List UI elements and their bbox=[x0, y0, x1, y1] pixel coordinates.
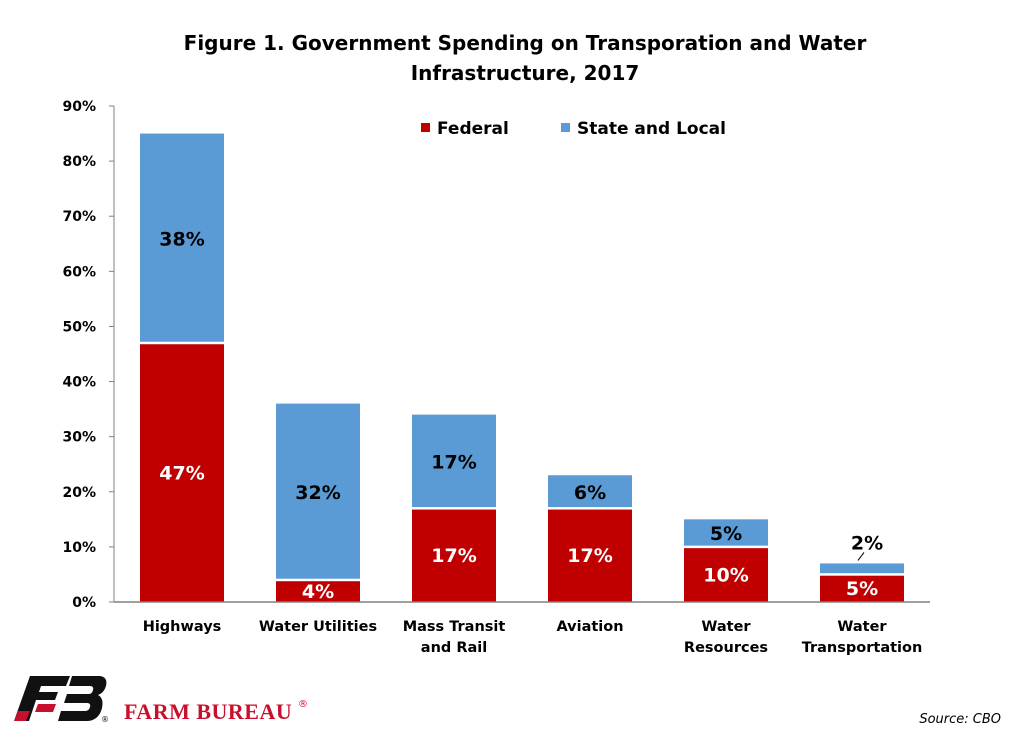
brand-registered-mark: ® bbox=[298, 699, 308, 710]
data-label-federal-water-utilities: 4% bbox=[302, 581, 334, 603]
x-tick-label: Mass Transit bbox=[403, 619, 506, 635]
y-tick-label: 10% bbox=[62, 540, 96, 556]
legend-label-state-and-local: State and Local bbox=[577, 119, 726, 139]
data-label-state-and-local-highways: 38% bbox=[159, 228, 204, 250]
data-label-state-and-local-water-utilities: 32% bbox=[295, 482, 340, 504]
y-tick-label: 0% bbox=[72, 595, 96, 611]
legend-swatch-federal bbox=[421, 123, 430, 132]
data-label-state-and-local-aviation: 6% bbox=[574, 482, 606, 504]
data-label-federal-highways: 47% bbox=[159, 462, 204, 484]
y-tick-label: 80% bbox=[62, 154, 96, 170]
bar-state-and-local-highways bbox=[140, 133, 224, 342]
data-label-state-and-local-mass-transit-and-rail: 17% bbox=[431, 451, 476, 473]
chart-title-line-1: Figure 1. Government Spending on Transpo… bbox=[184, 31, 867, 55]
y-axis: 0% 10% 20% 30% 40% 50% 60% 70% 80% 90% bbox=[62, 99, 115, 611]
y-tick-label: 70% bbox=[62, 209, 96, 225]
y-tick-label: 30% bbox=[62, 430, 96, 446]
bar-federal-water-resources bbox=[684, 548, 768, 602]
legend-label-federal: Federal bbox=[437, 119, 509, 139]
y-tick-label: 20% bbox=[62, 485, 96, 501]
bar-federal-water-utilities bbox=[276, 581, 360, 602]
chart-title: Figure 1. Government Spending on Transpo… bbox=[184, 31, 867, 85]
source-note: Source: CBO bbox=[919, 712, 1001, 727]
bar-federal-mass-transit-and-rail bbox=[412, 509, 496, 602]
bar-state-and-local-mass-transit-and-rail bbox=[412, 414, 496, 508]
data-label-federal-water-resources: 10% bbox=[703, 564, 748, 586]
chart-title-line-2: Infrastructure, 2017 bbox=[411, 61, 640, 85]
data-label-federal-mass-transit-and-rail: 17% bbox=[431, 545, 476, 567]
legend-swatch-state-and-local bbox=[561, 123, 570, 132]
x-tick-label: Transportation bbox=[802, 640, 923, 656]
x-tick-label: and Rail bbox=[421, 640, 487, 656]
bar-federal-water-transportation bbox=[820, 575, 904, 602]
x-tick-label: Water Utilities bbox=[259, 619, 377, 635]
registered-mark-icon: ® bbox=[101, 715, 109, 724]
x-tick-label: Water bbox=[837, 619, 887, 635]
data-label-state-and-local-water-resources: 5% bbox=[710, 523, 742, 545]
farm-bureau-logo: ® FARM BUREAU ® bbox=[14, 676, 308, 724]
data-labels: 47% 38% 4% 32% 17% 17% 17% 6% 10% 5% 5% 2% bbox=[159, 228, 883, 603]
x-tick-label: Aviation bbox=[556, 619, 623, 635]
bar-federal-aviation bbox=[548, 509, 632, 602]
fb-logo-icon bbox=[14, 676, 107, 721]
y-tick-label: 60% bbox=[62, 264, 96, 280]
bar-state-and-local-water-utilities bbox=[276, 403, 360, 579]
x-tick-label: Highways bbox=[143, 619, 222, 635]
y-tick-label: 40% bbox=[62, 375, 96, 391]
brand-name: FARM BUREAU bbox=[124, 699, 292, 724]
data-label-federal-aviation: 17% bbox=[567, 545, 612, 567]
legend: Federal State and Local bbox=[421, 119, 726, 139]
bar-state-and-local-aviation bbox=[548, 475, 632, 508]
bars bbox=[140, 133, 904, 602]
bar-federal-highways bbox=[140, 344, 224, 602]
y-tick-label: 90% bbox=[62, 99, 96, 115]
bar-state-and-local-water-resources bbox=[684, 519, 768, 546]
y-tick-label: 50% bbox=[62, 319, 96, 335]
bar-state-and-local-water-transportation bbox=[820, 563, 904, 574]
data-label-federal-water-transportation: 5% bbox=[846, 578, 878, 600]
x-axis: Highways Water Utilities Mass Transit and R… bbox=[114, 601, 930, 656]
x-tick-label: Resources bbox=[684, 640, 768, 656]
x-tick-label: Water bbox=[701, 619, 751, 635]
data-label-leader-line bbox=[857, 552, 865, 561]
data-label-state-and-local-water-transportation: 2% bbox=[851, 532, 883, 554]
